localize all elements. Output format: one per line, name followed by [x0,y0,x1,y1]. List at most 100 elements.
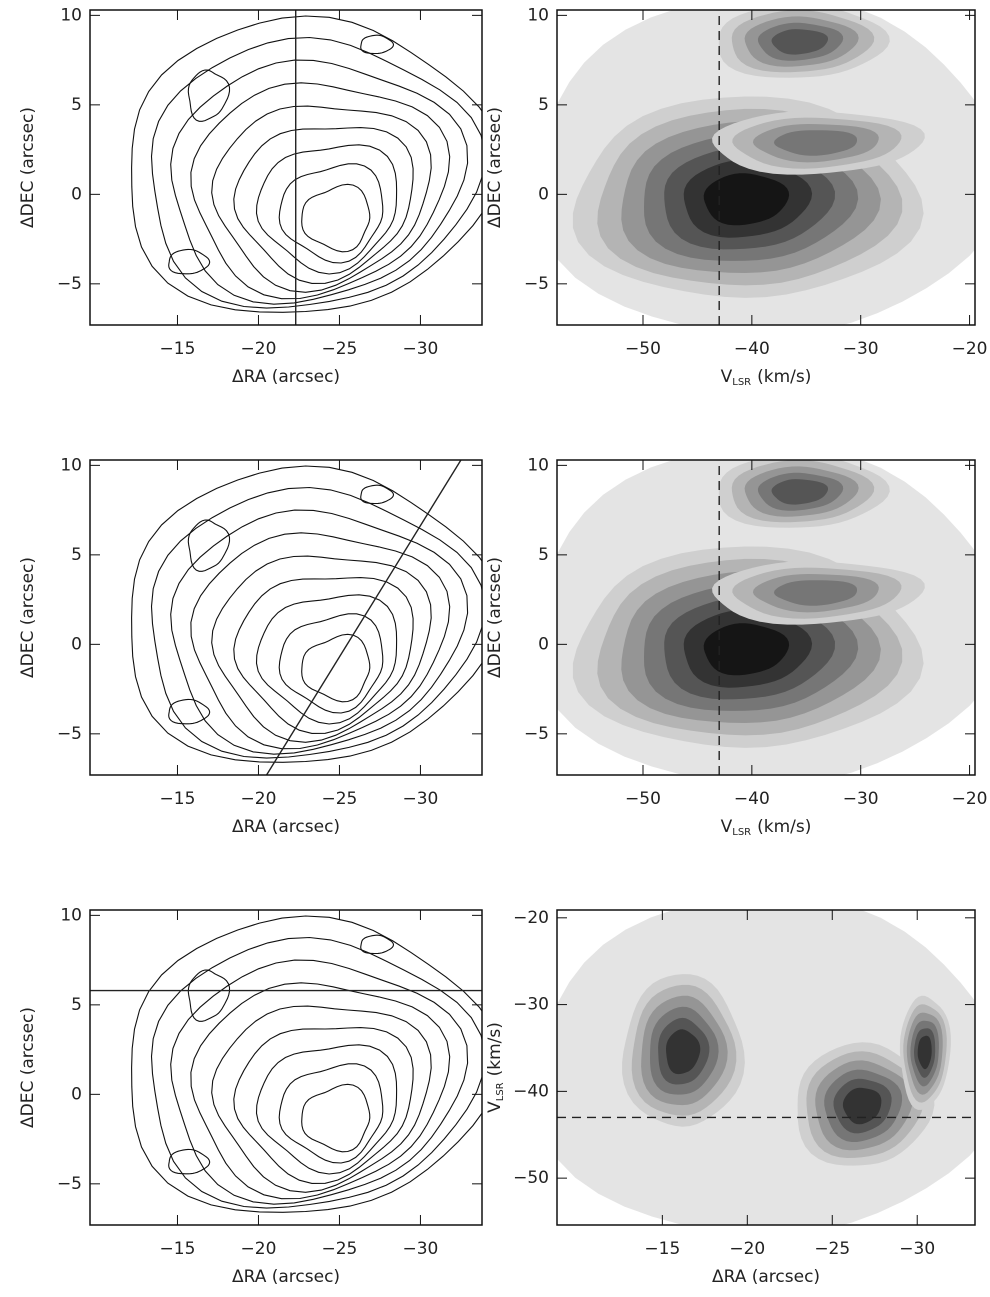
y-tick-label: 5 [71,545,82,565]
label-unit: (km/s) [757,367,811,387]
label-unit: (km/s) [485,1022,505,1076]
contour-line [360,34,395,55]
x-tick-label: −40 [734,789,770,809]
y-tick-label: 0 [71,184,82,204]
contour-line [360,934,395,955]
label-main: ΔDEC (arcsec) [485,557,505,678]
contour-line [168,248,211,275]
contour-line [301,183,371,253]
y-tick-label: −5 [57,1174,82,1194]
contour-line [233,1027,414,1184]
contour-line [278,163,384,264]
y-tick-label: −5 [57,274,82,294]
x-axis-label: ΔRA (arcsec) [232,1267,340,1287]
label-sub: LSR [732,827,751,838]
y-tick-label: 0 [538,634,549,654]
panel: −15 −20 −25 −30 −5 0 5 10 ΔRA (arcsec) ΔDEC (arcs… [18,905,483,1287]
y-tick-label: 10 [60,905,82,925]
x-axis-label: ΔRA (arcsec) [712,1267,820,1287]
y-tick-label: −5 [524,724,549,744]
y-tick-label: 5 [71,995,82,1015]
y-axis-label: ΔDEC (arcsec) [485,557,505,678]
contour-line [255,144,398,275]
plot-frame [556,459,976,776]
x-tick-label: −15 [644,1239,680,1259]
contour-line [168,698,211,725]
label-sub: LSR [732,377,751,388]
contour-line [211,105,432,293]
y-axis-label: ΔDEC (arcsec) [18,557,38,678]
emission-level [774,580,857,606]
emission-level [666,1029,701,1075]
contour-line [301,633,371,703]
contour-line [233,577,414,734]
label-main: ΔRA (arcsec) [232,817,340,837]
y-tick-label: 0 [71,1084,82,1104]
contour-line [131,15,482,313]
x-tick-label: −15 [160,789,196,809]
y-axis-label: ΔDEC (arcsec) [18,1007,38,1128]
contour-line [187,69,231,122]
cut-line [265,460,462,775]
contour-line [301,1083,371,1153]
label-main: ΔDEC (arcsec) [18,557,38,678]
contour-line [255,594,398,725]
x-tick-label: −30 [843,339,879,359]
label-main: V [721,817,733,837]
x-axis-label: ΔRA (arcsec) [232,817,340,837]
x-tick-label: −30 [403,339,439,359]
y-tick-label: 0 [71,634,82,654]
label-main: ΔRA (arcsec) [232,1267,340,1287]
plot-area [557,460,975,775]
plot-area [557,910,975,1225]
x-tick-label: −30 [843,789,879,809]
contour-line [168,1148,211,1175]
contour-line [278,1063,384,1164]
label-main: V [485,1101,505,1113]
y-axis-label: VLSR (km/s) [485,1022,506,1113]
contour-line [360,484,395,505]
contour-line [190,532,451,750]
x-tick-label: −15 [160,339,196,359]
plot-area [90,915,482,1213]
y-tick-label: −30 [513,995,549,1015]
emission-level [703,623,790,676]
x-tick-label: −40 [734,339,770,359]
label-main: ΔRA (arcsec) [712,1267,820,1287]
label-main: ΔDEC (arcsec) [18,1007,38,1128]
x-tick-label: −20 [241,339,277,359]
plot-frame [556,909,976,1226]
panel: −15 −20 −25 −30 −5 0 5 10 ΔRA (arcsec) ΔDEC (arcs… [18,5,483,387]
plot-frame [89,459,483,776]
x-tick-label: −25 [814,1239,850,1259]
x-axis-label: VLSR (km/s) [721,367,812,388]
y-tick-label: −40 [513,1081,549,1101]
x-tick-label: −20 [241,789,277,809]
y-tick-label: 10 [60,5,82,25]
y-tick-label: 10 [60,455,82,475]
y-tick-label: 5 [538,95,549,115]
x-tick-label: −20 [729,1239,765,1259]
x-axis-label: VLSR (km/s) [721,817,812,838]
panel: −15 −20 −25 −30 −5 0 5 10 ΔRA (arcsec) ΔDEC (arcs… [18,455,483,837]
label-main: ΔRA (arcsec) [232,367,340,387]
emission-level [703,173,790,226]
label-main: ΔDEC (arcsec) [485,107,505,228]
plot-frame [556,9,976,326]
x-tick-label: −30 [403,1239,439,1259]
emission-level [771,479,828,505]
y-tick-label: −50 [513,1168,549,1188]
contour-line [150,486,482,759]
y-tick-label: −20 [513,908,549,928]
contour-line [170,59,469,305]
x-tick-label: −15 [160,1239,196,1259]
y-tick-label: −5 [524,274,549,294]
x-tick-label: −30 [899,1239,935,1259]
y-tick-label: 10 [527,455,549,475]
y-tick-label: 5 [538,545,549,565]
emission-level [774,130,857,156]
plot-frame [89,909,483,1226]
